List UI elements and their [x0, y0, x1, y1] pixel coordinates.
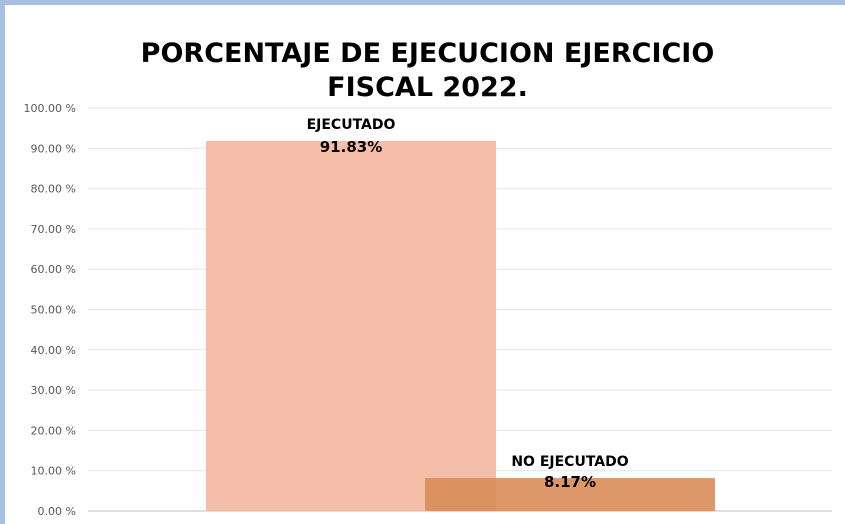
bar-category-label: EJECUTADO	[307, 117, 396, 133]
y-tick-label: 60.00 %	[31, 263, 76, 276]
y-tick-label: 40.00 %	[31, 344, 76, 357]
y-tick-label: 20.00 %	[31, 424, 76, 437]
y-tick-label: 90.00 %	[31, 142, 76, 155]
chart-title-line-2: FISCAL 2022.	[327, 72, 528, 103]
y-tick-label: 80.00 %	[31, 183, 76, 196]
chart-title: PORCENTAJE DE EJECUCION EJERCICIO FISCAL…	[5, 37, 845, 105]
y-tick-label: 30.00 %	[31, 384, 76, 397]
y-tick-label: 10.00 %	[31, 465, 76, 478]
bar-category-label: NO EJECUTADO	[511, 454, 628, 470]
bar-data-label: 8.17%	[544, 473, 596, 491]
y-tick-label: 50.00 %	[31, 304, 76, 317]
bar	[206, 140, 496, 511]
y-tick-label: 0.00 %	[38, 505, 76, 518]
bar	[425, 478, 715, 511]
y-tick-label: 100.00 %	[24, 102, 76, 115]
y-tick-label: 70.00 %	[31, 223, 76, 236]
chart-title-line-1: PORCENTAJE DE EJECUCION EJERCICIO	[140, 38, 715, 69]
bar-data-label: 91.83%	[320, 138, 382, 156]
